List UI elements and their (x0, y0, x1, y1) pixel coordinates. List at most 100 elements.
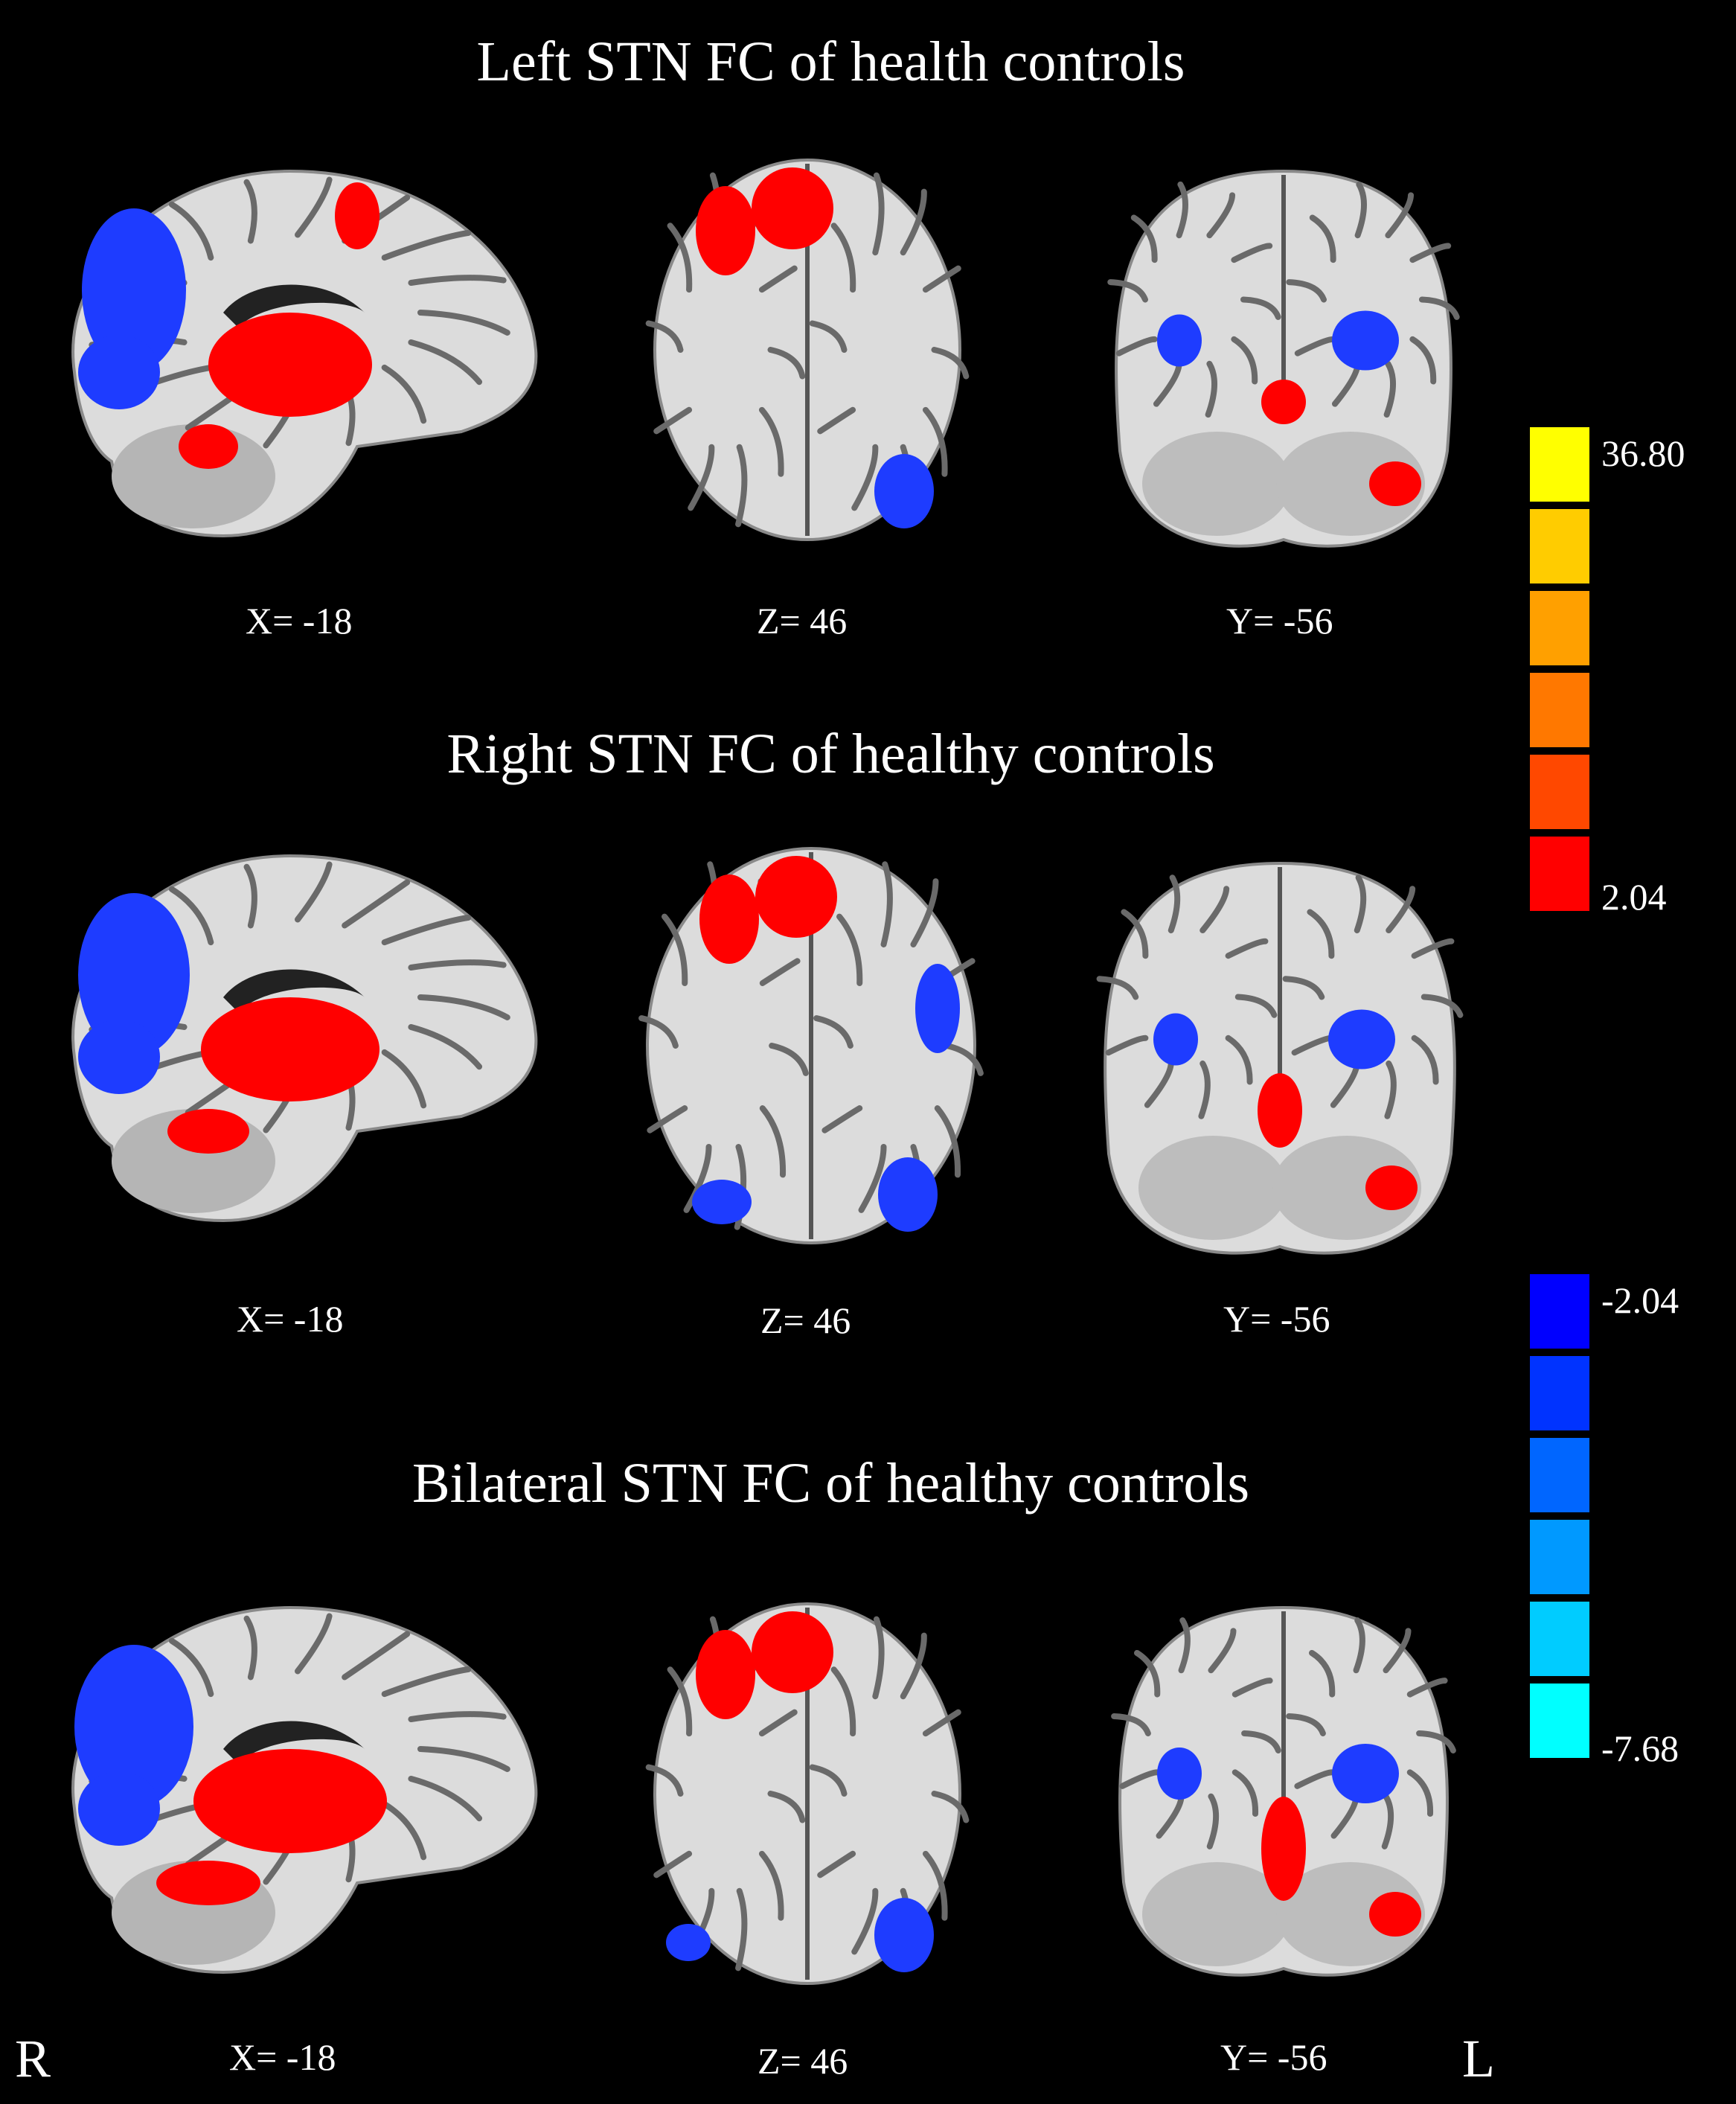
negative-cluster (78, 893, 190, 1057)
sulcus (934, 1105, 961, 1178)
row3-coronal-coord: Y= -56 (1220, 2036, 1327, 2078)
sulcus (910, 878, 939, 947)
sulcus (1241, 1730, 1281, 1753)
positive-cluster (1258, 1073, 1302, 1148)
sulcus (735, 1887, 748, 1972)
row1-coronal-slice (1107, 169, 1460, 548)
sulcus (1354, 874, 1367, 934)
negative-cluster (692, 1180, 752, 1224)
negative-cluster (78, 1771, 160, 1846)
sulcus (922, 1850, 948, 1921)
negative-colorbar-swatch (1530, 1520, 1589, 1594)
right-hemisphere-marker: R (15, 2029, 51, 2088)
positive-cluster (335, 182, 379, 249)
sulcus (1386, 886, 1416, 934)
sulcus (1130, 214, 1158, 263)
sulcus (653, 1850, 693, 1878)
positive-cluster (179, 424, 238, 469)
sulcus (243, 179, 257, 244)
positive-cluster (1365, 1165, 1418, 1210)
sulcus (830, 1666, 856, 1737)
sulcus (667, 223, 693, 293)
sulcus (1411, 1035, 1439, 1085)
negative-cluster (874, 1898, 934, 1972)
negative-cluster (1157, 1748, 1202, 1800)
ventricle (223, 969, 365, 1012)
row2-coronal-coord: Y= -56 (1223, 1298, 1330, 1340)
row3-title: Bilateral STN FC of healthy controls (411, 1452, 1250, 1515)
sulcus (647, 1105, 688, 1133)
cerebellum (1138, 1136, 1287, 1240)
sulcus (1416, 1730, 1456, 1753)
sulcus (813, 1015, 853, 1049)
sulcus (758, 406, 784, 477)
positive-colorbar-swatch (1530, 591, 1589, 665)
row3-sagittal-slice (71, 1605, 538, 1975)
ventricle (223, 284, 365, 327)
sulcus (1307, 909, 1335, 959)
cerebellum (1276, 432, 1425, 536)
sulcus (1294, 336, 1336, 356)
row1-sagittal-slice (71, 169, 538, 538)
sulcus (767, 1791, 806, 1823)
row2-sagittal-slice (71, 854, 538, 1223)
sulcus (1198, 1060, 1211, 1119)
sulcus (381, 364, 427, 424)
ventricle (223, 1721, 365, 1764)
sulcus (836, 913, 863, 986)
positive-cluster (755, 856, 837, 938)
sulcus (1206, 192, 1236, 239)
positive-cluster (208, 313, 372, 417)
negative-min-label: -7.68 (1601, 1727, 1679, 1769)
cerebellum (1142, 432, 1291, 536)
sulcus (667, 1666, 693, 1737)
sulcus (408, 275, 507, 287)
sulcus (1286, 279, 1327, 303)
negative-cluster (1328, 1009, 1395, 1069)
sulcus (1419, 296, 1460, 320)
sulcus (408, 1711, 507, 1723)
positive-colorbar-swatch (1530, 673, 1589, 747)
row1-title: Left STN FC of health controls (476, 31, 1185, 93)
positive-colorbar-swatch (1530, 427, 1589, 502)
sulcus (1205, 360, 1218, 418)
negative-cluster (78, 335, 160, 409)
sulcus (809, 1764, 848, 1797)
negative-cluster (878, 1157, 938, 1232)
negative-colorbar-swatch (1530, 1356, 1589, 1430)
cerebellum (1272, 1136, 1421, 1240)
negative-colorbar (1530, 1274, 1589, 1765)
row2-coronal-slice (1096, 861, 1464, 1255)
row2-axial-slice (638, 847, 984, 1244)
sulcus (243, 863, 257, 929)
negative-cluster (1332, 1744, 1399, 1803)
sulcus (922, 1709, 961, 1737)
row2-axial-coord: Z= 46 (760, 1299, 851, 1341)
negative-cluster (915, 964, 960, 1053)
positive-cluster (167, 1109, 249, 1154)
positive-cluster (193, 1749, 387, 1853)
sulcus (1420, 994, 1464, 1018)
sulcus (944, 1043, 984, 1076)
row2-title: Right STN FC of healthy controls (446, 723, 1215, 785)
row3-coronal-slice (1111, 1605, 1456, 1977)
row2-sagittal-coord: X= -18 (237, 1298, 344, 1340)
sulcus (1354, 181, 1367, 239)
sulcus (1234, 994, 1278, 1018)
sulcus (817, 406, 856, 435)
sulcus (381, 1049, 427, 1109)
sulcus (1107, 279, 1148, 303)
sulcus (817, 1850, 856, 1878)
positive-colorbar-swatch (1530, 755, 1589, 829)
sulcus (758, 1850, 784, 1921)
row3-axial-coord: Z= 46 (758, 2040, 848, 2082)
sulcus (922, 406, 948, 477)
negative-colorbar-swatch (1530, 1683, 1589, 1758)
sulcus (858, 1144, 887, 1213)
sulcus (168, 1637, 214, 1698)
sulcus (1231, 1678, 1273, 1698)
sulcus (408, 339, 483, 386)
sulcus (1111, 1713, 1151, 1736)
positive-colorbar-swatch (1530, 509, 1589, 583)
sulcus (1231, 1769, 1258, 1817)
